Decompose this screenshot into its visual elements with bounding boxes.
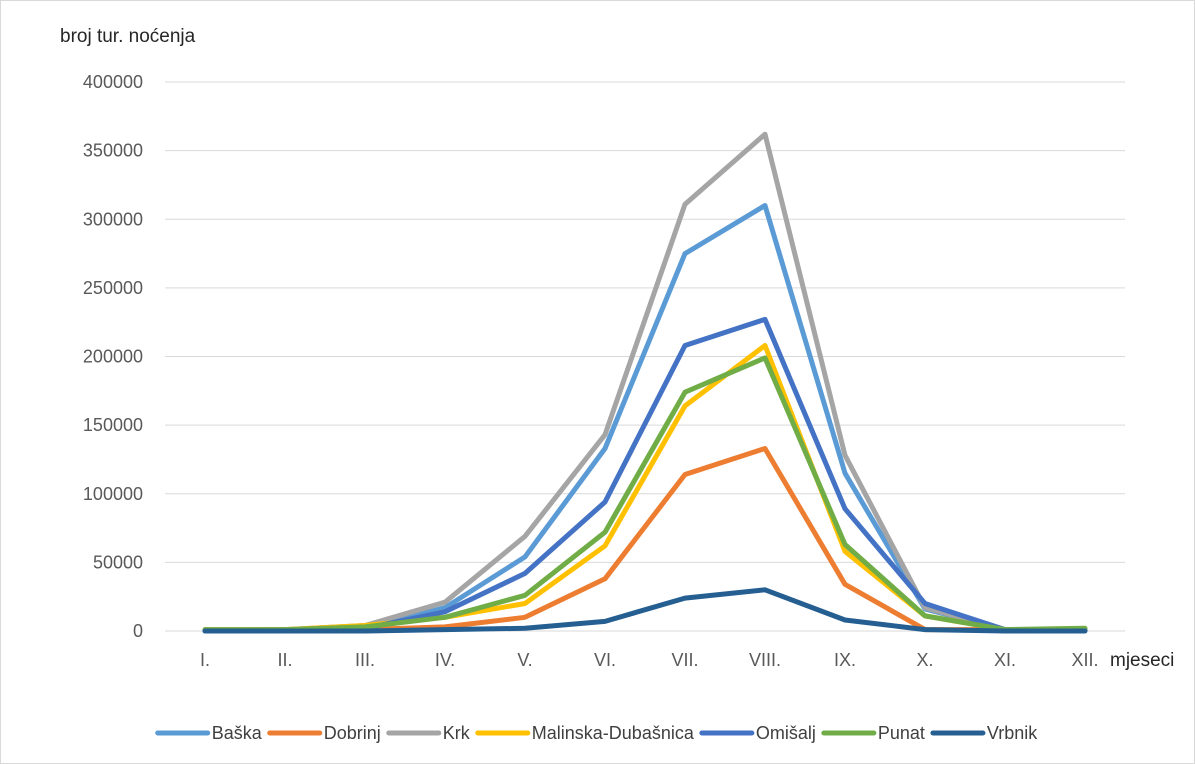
series-line	[202, 203, 1088, 634]
x-tick-label: IX.	[834, 650, 856, 670]
y-axis-title: broj tur. noćenja	[60, 26, 196, 47]
x-tick-label: VIII.	[749, 650, 781, 670]
series-line	[202, 587, 1088, 634]
legend-label: Vrbnik	[987, 723, 1038, 743]
y-tick-label: 200000	[83, 347, 143, 367]
x-tick-label: I.	[200, 650, 210, 670]
x-tick-label: VI.	[594, 650, 616, 670]
legend-label: Punat	[878, 723, 925, 743]
x-axis-ticks: I. II. III. IV. V. VI. VII. VIII. IX. X. XI. XII.	[200, 650, 1099, 670]
series-line	[202, 343, 1088, 633]
y-tick-label: 350000	[83, 141, 143, 161]
x-tick-label: VII.	[671, 650, 698, 670]
x-tick-label: III.	[355, 650, 375, 670]
legend-label: Baška	[212, 723, 263, 743]
legend-label: Dobrinj	[324, 723, 381, 743]
y-tick-label: 400000	[83, 72, 143, 92]
legend-label: Krk	[443, 723, 471, 743]
x-tick-label: V.	[517, 650, 532, 670]
y-axis-ticks: 0 50000 100000 150000 200000 250000 300000 3500…	[83, 72, 143, 641]
series-line	[202, 355, 1088, 633]
x-tick-label: XII.	[1071, 650, 1098, 670]
x-tick-label: II.	[277, 650, 292, 670]
y-tick-label: 0	[133, 621, 143, 641]
x-axis-title: mjeseci	[1110, 650, 1174, 671]
x-tick-label: IV.	[435, 650, 455, 670]
y-tick-label: 50000	[93, 552, 143, 572]
y-tick-label: 150000	[83, 415, 143, 435]
y-tick-label: 300000	[83, 209, 143, 229]
x-tick-label: XI.	[994, 650, 1016, 670]
series-lines	[202, 131, 1088, 634]
series-line	[202, 131, 1088, 633]
y-tick-label: 100000	[83, 484, 143, 504]
y-tick-label: 250000	[83, 278, 143, 298]
x-tick-label: X.	[916, 650, 933, 670]
legend-label: Omišalj	[756, 723, 816, 743]
legend-label: Malinska-Dubašnica	[532, 723, 695, 743]
legend: Baška Dobrinj Krk Malinska-Dubašnica Omišalj…	[155, 723, 1038, 743]
